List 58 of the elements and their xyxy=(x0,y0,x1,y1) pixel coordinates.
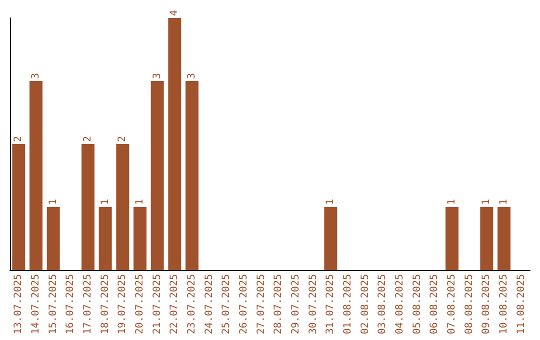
x-tick-label: 09.08.2025 xyxy=(481,274,492,334)
data-label: 2 xyxy=(13,136,24,142)
x-tick-label: 08.08.2025 xyxy=(464,274,475,334)
data-label: 2 xyxy=(82,136,94,142)
x-tick-label: 03.08.2025 xyxy=(377,274,388,334)
x-tick-label: 19.07.2025 xyxy=(117,274,128,334)
x-tick-label: 23.07.2025 xyxy=(186,274,198,334)
x-tick-label: 02.08.2025 xyxy=(360,274,371,334)
x-tick-label: 14.07.2025 xyxy=(30,274,42,334)
x-tick-label: 28.07.2025 xyxy=(273,274,284,334)
x-tick-label: 11.08.2025 xyxy=(516,274,527,334)
bar xyxy=(150,81,164,270)
bar xyxy=(168,18,182,270)
bar xyxy=(82,144,94,270)
bar xyxy=(46,207,60,270)
x-tick-label: 27.07.2025 xyxy=(256,274,267,334)
x-tick-label: 16.07.2025 xyxy=(65,274,76,334)
x-tick-label: 13.07.2025 xyxy=(13,274,24,334)
x-tick-label: 31.07.2025 xyxy=(325,274,336,334)
x-tick-label: 07.08.2025 xyxy=(446,274,458,334)
x-tick-label: 06.08.2025 xyxy=(429,274,440,334)
data-label: 4 xyxy=(169,10,180,16)
data-label: 3 xyxy=(152,72,163,79)
data-label: 1 xyxy=(134,198,146,205)
bar xyxy=(324,207,338,270)
data-label: 3 xyxy=(30,72,42,79)
x-tick-label: 29.07.2025 xyxy=(290,274,302,334)
data-label: 1 xyxy=(481,198,492,205)
x-tick-label: 18.07.2025 xyxy=(100,274,111,334)
x-tick-label: 25.07.2025 xyxy=(221,274,232,334)
bar xyxy=(480,207,494,270)
data-label: 1 xyxy=(325,198,336,205)
x-tick-label: 04.08.2025 xyxy=(394,274,406,334)
data-label: 3 xyxy=(186,72,198,79)
bar xyxy=(134,207,146,270)
x-tick-label: 22.07.2025 xyxy=(169,274,180,334)
bar xyxy=(498,207,510,270)
x-tick-label: 15.07.2025 xyxy=(48,274,59,334)
x-tick-label: 01.08.2025 xyxy=(342,274,354,334)
data-label: 1 xyxy=(446,198,458,205)
data-label: 1 xyxy=(100,198,111,205)
bar xyxy=(12,144,26,270)
x-tick-label: 17.07.2025 xyxy=(82,274,94,334)
data-label: 1 xyxy=(48,198,59,205)
bar xyxy=(30,81,42,270)
x-tick-label: 26.07.2025 xyxy=(238,274,250,334)
bar xyxy=(116,144,130,270)
x-tick-label: 30.07.2025 xyxy=(308,274,319,334)
x-tick-label: 05.08.2025 xyxy=(412,274,423,334)
x-tick-label: 24.07.2025 xyxy=(204,274,215,334)
data-label: 2 xyxy=(117,136,128,142)
bar xyxy=(446,207,458,270)
x-tick-label: 10.08.2025 xyxy=(498,274,510,334)
bar xyxy=(98,207,112,270)
x-tick-label: 20.07.2025 xyxy=(134,274,146,334)
x-tick-label: 21.07.2025 xyxy=(152,274,163,334)
data-label: 1 xyxy=(498,198,510,205)
bar xyxy=(186,81,198,270)
